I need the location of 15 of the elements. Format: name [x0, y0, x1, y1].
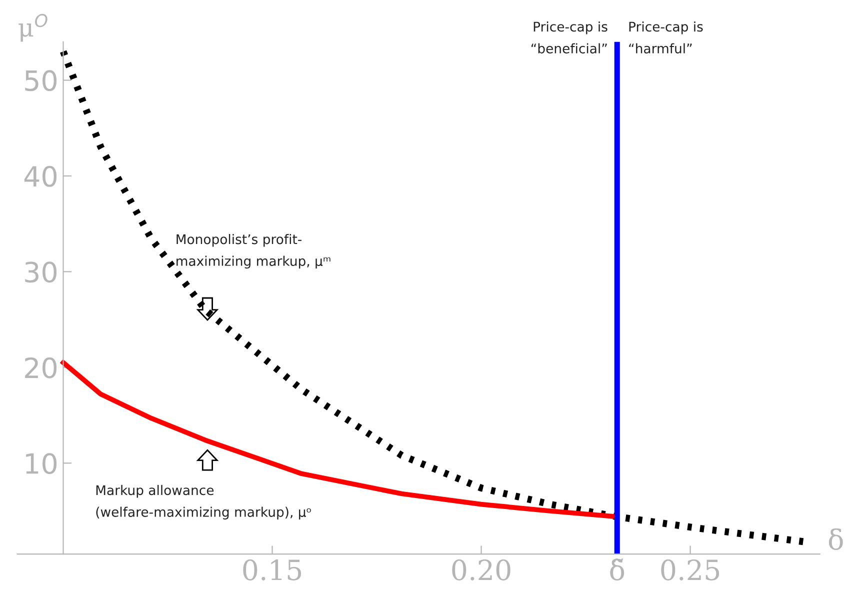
x-tick-label: 0.15 [243, 559, 302, 580]
y-tick-label: 20 [25, 357, 57, 378]
x-tick-label: δ̃ [610, 558, 624, 580]
x-tick-label: 0.20 [452, 559, 510, 580]
annotation: Price-cap is “beneficial” [531, 21, 608, 54]
y-tick-label: 30 [25, 262, 57, 283]
y-axis-title: μ$^{O}$ [18, 14, 48, 42]
annotation: Monopolist’s profit- maximizing markup, μᵐ [176, 234, 330, 269]
x-axis-title: δ [828, 528, 843, 550]
y-tick-label: 10 [26, 453, 57, 474]
annotation: Price-cap is “harmful” [629, 21, 703, 54]
annotation: Markup allowance (welfare-maximizing markup), μᵒ [96, 484, 311, 520]
y-tick-label: 50 [25, 70, 57, 92]
x-tick-label: 0.25 [661, 559, 720, 580]
y-tick-label: 40 [24, 166, 57, 187]
